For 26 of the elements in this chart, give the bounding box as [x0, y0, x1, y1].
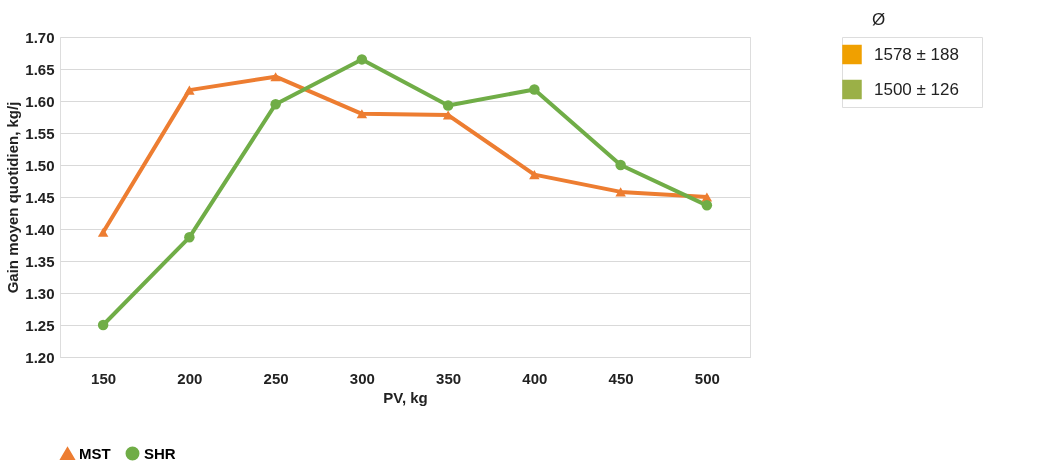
- y-tick-label: 1.35: [25, 252, 55, 270]
- y-tick-label: 1.20: [25, 348, 55, 366]
- legend-label: MST: [79, 444, 111, 462]
- y-tick-label: 1.60: [25, 92, 55, 110]
- x-axis-title: PV, kg: [383, 388, 428, 406]
- x-tick-label: 300: [349, 369, 375, 387]
- legend-label: SHR: [144, 444, 176, 462]
- x-tick-label: 500: [694, 369, 720, 387]
- x-tick-label: 350: [436, 369, 462, 387]
- x-tick-label: 400: [522, 369, 548, 387]
- x-tick-label: 450: [608, 369, 634, 387]
- y-tick-label: 1.30: [25, 284, 55, 302]
- x-tick-label: 200: [177, 369, 203, 387]
- y-tick-label: 1.40: [25, 220, 55, 238]
- y-tick-label: 1.65: [25, 60, 55, 78]
- category-label: 1578 ± 188: [874, 44, 959, 64]
- x-tick-label: 250: [263, 369, 289, 387]
- y-tick-label: 1.25: [25, 316, 55, 334]
- y-tick-label: 1.55: [25, 124, 55, 142]
- x-tick-label: 150: [91, 369, 117, 387]
- y-tick-label: 1.45: [25, 188, 55, 206]
- y-axis-title: Gain moyen quotidien, kg/j: [4, 101, 22, 294]
- category-label: 1500 ± 126: [874, 79, 959, 99]
- y-tick-label: 1.50: [25, 156, 55, 174]
- y-tick-label: 1.70: [25, 28, 55, 46]
- text: Ø: [872, 10, 886, 29]
